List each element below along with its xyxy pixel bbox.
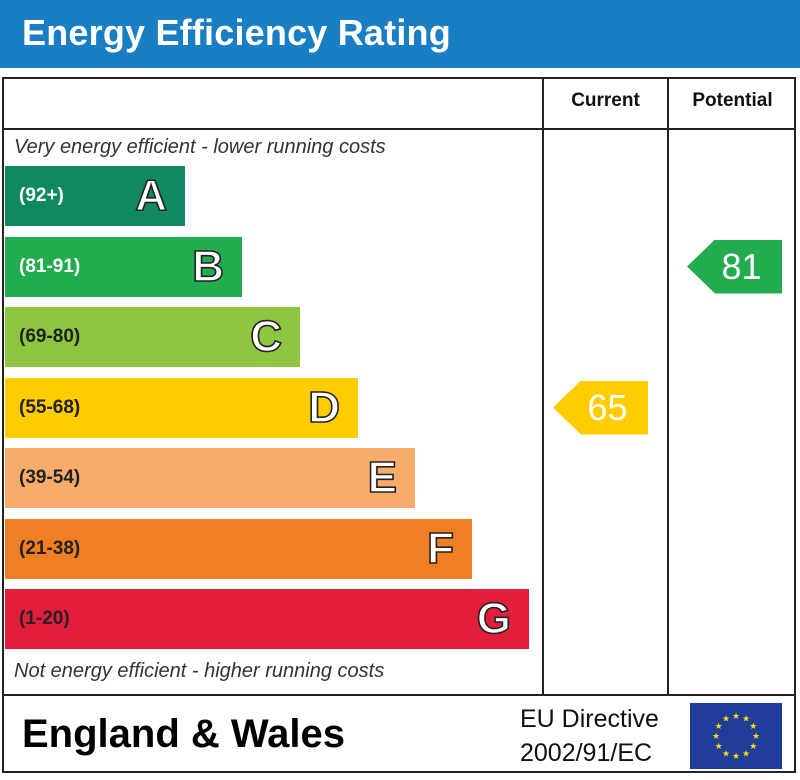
footer-divider (2, 694, 796, 696)
band-letter-label: A (134, 171, 167, 220)
eu-flag-icon: ★ ★ ★ ★ ★ ★ ★ ★ ★ ★ ★ ★ (690, 703, 782, 769)
band-range-label: (21-38) (19, 537, 81, 559)
band-range-label: (92+) (19, 185, 64, 206)
eu-star-icon: ★ (742, 748, 750, 758)
current-rating-value: 65 (587, 386, 628, 428)
band-d: (55-68) D (5, 377, 358, 438)
band-range-label: (81-91) (19, 255, 81, 277)
band-g: (1-20) G (5, 589, 529, 649)
column-divider-left (542, 77, 544, 695)
band-letter-label: B (191, 241, 224, 291)
band-range-label: (55-68) (19, 396, 81, 418)
country-label: England & Wales (22, 712, 346, 756)
eu-star-icon: ★ (722, 714, 730, 724)
eu-star-icon: ★ (712, 731, 720, 741)
band-letter-label: F (426, 523, 454, 573)
eu-star-icon: ★ (749, 741, 757, 751)
header-bar: Energy Efficiency Rating (0, 0, 800, 68)
band-e: (39-54) E (5, 448, 415, 508)
header-row-divider (2, 128, 796, 130)
band-letter-label: G (476, 594, 512, 643)
band-b: (81-91) B (5, 236, 242, 297)
band-c: (69-80) C (5, 307, 300, 367)
current-column-header: Current (571, 90, 640, 111)
band-range-label: (1-20) (19, 608, 70, 629)
eu-star-icon: ★ (722, 748, 730, 758)
band-range-label: (39-54) (19, 467, 81, 488)
current-rating-arrow: 65 (553, 380, 648, 435)
eu-directive-line-1: EU Directive (520, 705, 659, 733)
page-title: Energy Efficiency Rating (22, 12, 451, 53)
eu-star-icon: ★ (732, 751, 740, 761)
potential-column-header: Potential (692, 90, 773, 111)
band-f: (21-38) F (5, 518, 472, 579)
eu-star-icon: ★ (715, 721, 723, 731)
band-letter-label: D (307, 382, 340, 432)
rating-table-frame (2, 77, 796, 773)
eu-star-icon: ★ (742, 714, 750, 724)
top-caption: Very energy efficient - lower running co… (14, 136, 386, 158)
eu-star-icon: ★ (732, 711, 740, 721)
band-letter-label: E (367, 453, 398, 502)
band-range-label: (69-80) (19, 326, 81, 347)
eu-directive-label: EU Directive 2002/91/EC (520, 702, 659, 770)
band-letter-label: C (249, 312, 282, 361)
eu-star-icon: ★ (749, 721, 757, 731)
band-a: (92+) A (5, 166, 185, 226)
bottom-caption: Not energy efficient - higher running co… (14, 660, 385, 682)
eu-star-icon: ★ (752, 731, 760, 741)
eu-directive-line-2: 2002/91/EC (520, 739, 653, 767)
potential-rating-value: 81 (721, 245, 762, 287)
column-divider-right (667, 77, 669, 695)
eu-star-icon: ★ (715, 741, 723, 751)
